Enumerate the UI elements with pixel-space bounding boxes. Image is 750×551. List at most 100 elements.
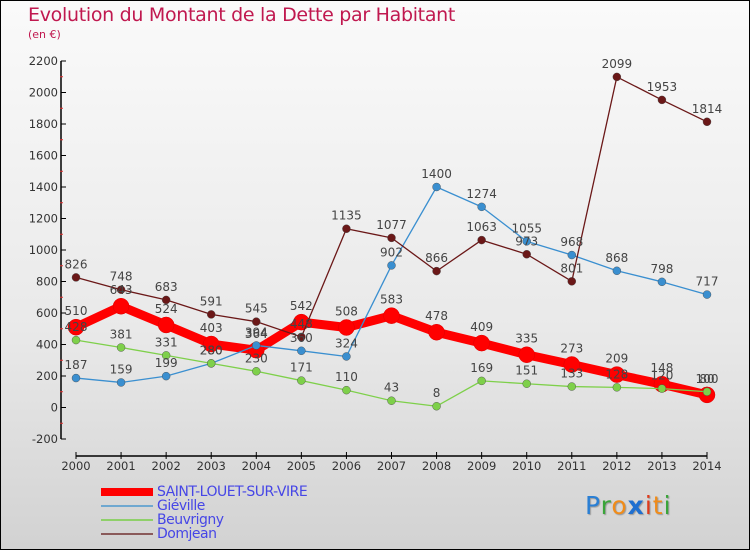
data-point (567, 382, 576, 391)
legend-item: SAINT-LOUET-SUR-VIRE (101, 484, 308, 500)
data-point (657, 95, 667, 105)
y-tick-label: 1400 (29, 180, 58, 194)
data-label: 381 (110, 327, 133, 341)
data-label: 798 (650, 262, 673, 276)
data-label: 478 (425, 309, 448, 323)
data-label: 280 (200, 343, 223, 357)
data-label: 826 (65, 257, 88, 271)
x-tick-label: 2011 (557, 459, 586, 473)
legend-swatch (101, 488, 153, 496)
legend-item: Giéville (101, 499, 307, 513)
data-label: 151 (515, 364, 538, 378)
data-point (387, 261, 396, 270)
data-label: 199 (155, 356, 178, 370)
legend-swatch (101, 519, 153, 521)
data-point (71, 373, 81, 383)
data-point (657, 384, 667, 393)
data-label: 508 (335, 304, 358, 318)
data-label: 583 (380, 293, 403, 307)
data-label: 324 (335, 336, 358, 350)
legend-item: Domjean (101, 527, 307, 541)
proxiti-logo: Proxiti (585, 491, 672, 520)
data-point (518, 346, 535, 363)
data-point (207, 310, 216, 319)
legend-label: Beuvrigny (157, 512, 224, 528)
data-point (297, 376, 306, 385)
data-label: 8 (433, 386, 441, 400)
legend-label: SAINT-LOUET-SUR-VIRE (157, 484, 308, 500)
data-label: 591 (200, 294, 223, 308)
legend-label: Domjean (157, 526, 217, 542)
y-tick-label: 200 (36, 369, 58, 383)
data-point (612, 72, 622, 82)
data-point (567, 277, 576, 286)
data-point (338, 319, 355, 336)
data-point (342, 352, 351, 361)
legend-item: Beuvrigny (101, 513, 307, 527)
data-point (207, 359, 216, 368)
data-point (252, 367, 261, 376)
data-point (342, 224, 351, 233)
data-label: 801 (560, 261, 583, 275)
data-point (71, 335, 81, 345)
data-point (432, 266, 441, 276)
data-point (157, 316, 175, 334)
data-point (161, 295, 171, 305)
x-tick-label: 2004 (242, 459, 271, 473)
data-label: 409 (470, 320, 493, 334)
chart-subtitle: (en €) (28, 28, 61, 41)
data-label: 428 (65, 320, 88, 334)
data-point (116, 378, 126, 387)
data-point (567, 250, 576, 260)
data-label: 403 (200, 321, 223, 335)
data-label: 120 (650, 369, 673, 383)
data-point (473, 334, 490, 352)
data-point (657, 277, 667, 287)
y-tick-label: 2200 (29, 54, 58, 68)
data-point (387, 233, 396, 243)
data-point (342, 385, 351, 395)
data-point (522, 379, 531, 388)
x-tick-label: 2009 (467, 459, 496, 473)
data-point (252, 341, 261, 350)
x-tick-label: 2012 (602, 459, 631, 473)
logo-letter: x (627, 491, 645, 520)
data-point (477, 235, 486, 245)
data-label: 110 (335, 370, 358, 384)
data-point (432, 402, 441, 411)
data-label: 360 (290, 331, 313, 345)
data-point (67, 318, 85, 336)
data-label: 1814 (692, 102, 723, 116)
y-tick-label: 800 (36, 275, 58, 289)
data-label: 968 (560, 235, 583, 249)
data-point (252, 317, 261, 326)
data-label: 748 (110, 270, 133, 284)
data-point (116, 343, 126, 352)
logo-letter: o (611, 491, 628, 520)
y-tick-label: 600 (36, 306, 58, 320)
data-point (432, 182, 441, 192)
data-point (612, 266, 622, 275)
data-label: 1274 (466, 187, 497, 201)
x-tick-label: 2003 (197, 459, 226, 473)
data-label: 133 (560, 367, 583, 381)
data-label: 209 (605, 352, 628, 366)
y-tick-label: 1800 (29, 117, 58, 131)
legend-swatch (101, 505, 153, 507)
data-point (612, 383, 622, 392)
y-tick-label: 1200 (29, 212, 58, 226)
x-tick-label: 2005 (287, 459, 316, 473)
data-point (563, 356, 581, 373)
logo-letter: i (644, 491, 653, 520)
data-point (477, 202, 486, 212)
data-label: 1953 (647, 80, 678, 94)
data-point (608, 366, 626, 383)
logo-letter: t (652, 491, 664, 520)
data-point (71, 273, 81, 282)
data-label: 80 (699, 372, 714, 386)
legend-swatch (101, 533, 153, 535)
data-point (116, 285, 126, 294)
data-label: 902 (380, 245, 403, 259)
data-point (297, 332, 306, 342)
